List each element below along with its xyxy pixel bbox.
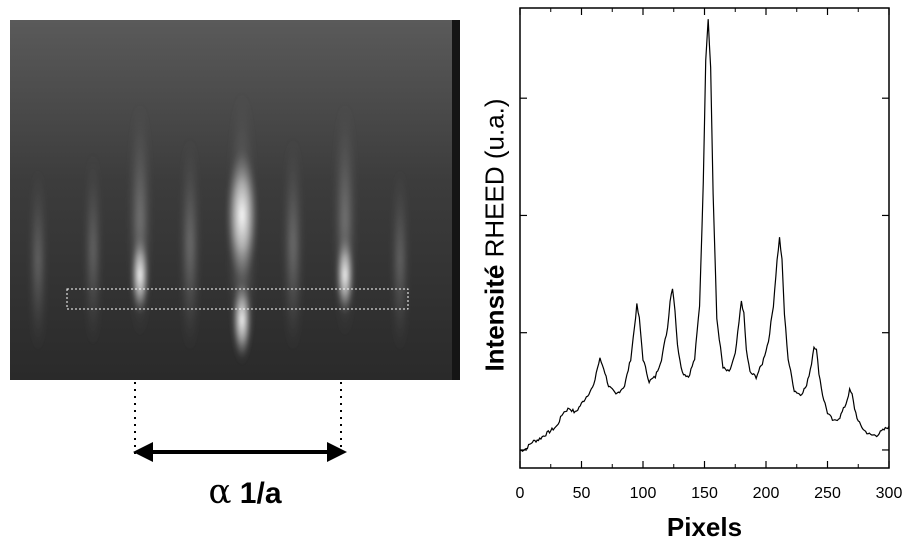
rheed-diffraction-image <box>10 20 460 380</box>
x-tick-label: 300 <box>876 485 903 502</box>
selection-box <box>66 288 409 310</box>
x-tick-label: 0 <box>516 485 525 502</box>
spacing-label-text: 1/a <box>239 477 282 510</box>
y-axis-label-bold: Intensité <box>479 264 510 372</box>
intensity-series-line <box>519 19 890 453</box>
proportional-symbol: α <box>208 472 232 512</box>
x-tick-label: 250 <box>814 485 841 502</box>
plot-frame <box>519 7 890 469</box>
x-tick-label: 50 <box>573 485 591 502</box>
x-tick-label: 200 <box>753 485 780 502</box>
x-axis-label: Pixels <box>666 512 743 542</box>
y-axis-label-rest: RHEED (u.a.) <box>479 98 510 258</box>
x-tick-labels: 0 50 100 150 200 250 300 <box>516 485 903 502</box>
x-tick-label: 100 <box>630 485 657 502</box>
x-tick-label: 150 <box>691 485 718 502</box>
y-axis-label: Intensité RHEED (u.a.) <box>480 98 511 371</box>
spacing-label: α 1/a <box>170 472 320 512</box>
axis-ticks <box>519 8 890 468</box>
y-axis-label-wrap: Intensité RHEED (u.a.) <box>475 10 515 460</box>
